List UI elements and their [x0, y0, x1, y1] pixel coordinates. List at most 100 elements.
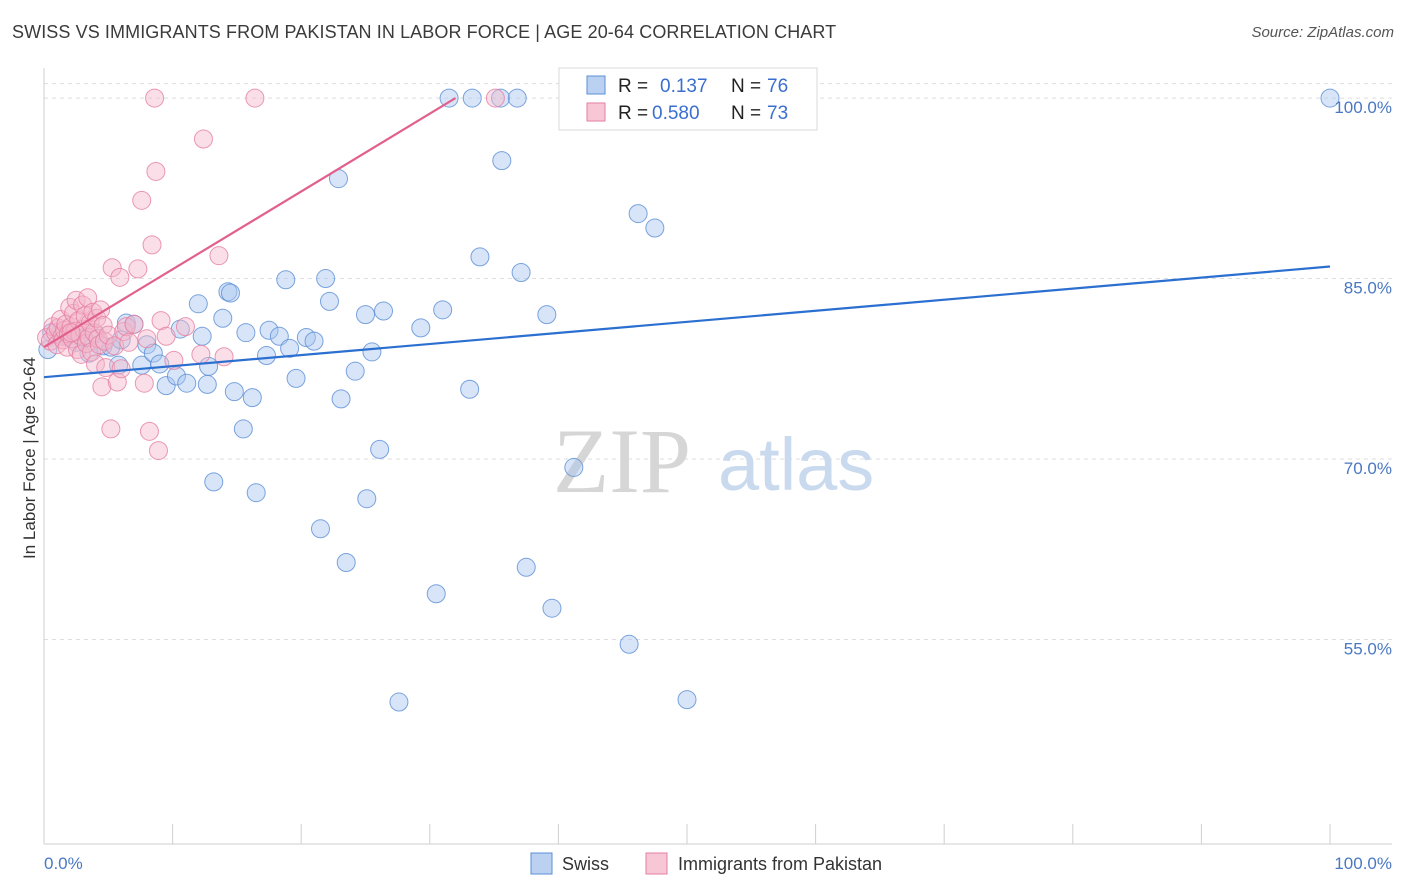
point-swiss-70 [619, 634, 639, 654]
point-swiss-73 [677, 690, 697, 710]
point-pakistan-58 [142, 235, 162, 255]
point-swiss-29 [224, 382, 244, 402]
point-pakistan-42 [98, 325, 118, 345]
point-pakistan-51 [119, 332, 139, 352]
point-swiss-71 [628, 204, 648, 224]
point-swiss-62 [491, 88, 511, 108]
point-pakistan-52 [124, 314, 144, 334]
source-label: Source: ZipAtlas.com [1251, 24, 1394, 41]
axes [43, 68, 1392, 845]
point-pakistan-55 [134, 373, 154, 393]
point-pakistan-59 [145, 88, 165, 108]
legend-r-value-swiss: 0.137 [660, 76, 708, 97]
point-swiss-18 [166, 366, 186, 386]
bottom-legend-swiss: Swiss [562, 854, 609, 874]
point-swiss-74 [1320, 88, 1340, 108]
point-pakistan-60 [146, 161, 166, 181]
bottom-legend: Swiss Immigrants from Pakistan [530, 852, 882, 875]
point-swiss-59 [460, 379, 480, 399]
legend-swatch-swiss [586, 75, 606, 95]
point-swiss-51 [362, 342, 382, 362]
point-swiss-23 [197, 374, 217, 394]
point-swiss-38 [280, 338, 300, 358]
point-pakistan-53 [128, 259, 148, 279]
point-swiss-64 [507, 88, 527, 108]
legend-swatch-pakistan [586, 102, 606, 122]
point-pakistan-68 [209, 246, 229, 266]
point-pakistan-56 [137, 329, 157, 349]
point-swiss-39 [286, 368, 306, 388]
point-pakistan-47 [110, 267, 130, 287]
legend-n-label-pakistan: N = [731, 103, 761, 124]
y-tick-labels: 55.0% 70.0% 85.0% 100.0% [1334, 98, 1392, 658]
point-swiss-61 [470, 247, 490, 267]
point-pakistan-18 [66, 290, 86, 310]
point-swiss-60 [462, 88, 482, 108]
point-swiss-44 [319, 291, 339, 311]
point-pakistan-49 [114, 321, 134, 341]
point-swiss-46 [331, 389, 351, 409]
point-swiss-43 [316, 269, 336, 289]
point-swiss-31 [236, 323, 256, 343]
grid [44, 83, 1392, 640]
trend-line-pakistan [43, 97, 457, 349]
point-swiss-66 [516, 557, 536, 577]
chart-title: SWISS VS IMMIGRANTS FROM PAKISTAN IN LAB… [12, 22, 837, 42]
point-swiss-21 [188, 294, 208, 314]
y-tick-label-2: 85.0% [1344, 279, 1392, 298]
point-pakistan-48 [111, 359, 131, 379]
point-swiss-17 [156, 376, 176, 396]
point-swiss-37 [276, 270, 296, 290]
point-swiss-50 [357, 489, 377, 509]
point-swiss-69 [564, 457, 584, 477]
point-swiss-65 [511, 263, 531, 283]
point-pakistan-67 [193, 129, 213, 149]
point-pakistan-65 [175, 317, 195, 337]
x-tick-labels: 0.0% 100.0% [44, 854, 1392, 873]
point-swiss-54 [389, 692, 409, 712]
point-swiss-41 [304, 331, 324, 351]
point-swiss-34 [256, 346, 276, 366]
x-tick-label-0: 0.0% [44, 854, 83, 873]
legend-r-label-pakistan: R = [618, 103, 648, 124]
y-tick-label-3: 100.0% [1334, 98, 1392, 117]
point-pakistan-40 [94, 331, 114, 351]
point-swiss-22 [192, 326, 212, 346]
point-pakistan-61 [148, 441, 168, 461]
point-swiss-15 [143, 343, 163, 363]
point-pakistan-70 [245, 88, 265, 108]
point-swiss-57 [433, 300, 453, 320]
bottom-legend-swatch-pakistan [645, 852, 668, 875]
point-pakistan-66 [191, 344, 211, 364]
trend-line-swiss [43, 265, 1331, 379]
point-pakistan-44 [102, 258, 122, 278]
y-tick-label-1: 70.0% [1344, 459, 1392, 478]
point-swiss-20 [177, 373, 197, 393]
point-pakistan-50 [116, 317, 136, 337]
watermark-zip: ZIP [553, 410, 691, 512]
point-pakistan-43 [101, 419, 121, 439]
y-axis-label: In Labor Force | Age 20-64 [20, 357, 39, 559]
watermark-atlas: atlas [718, 423, 874, 506]
point-swiss-72 [645, 218, 665, 238]
y-tick-label-0: 55.0% [1344, 639, 1392, 658]
point-pakistan-71 [485, 88, 505, 108]
trend-lines [43, 97, 1331, 379]
point-swiss-42 [310, 519, 330, 539]
bottom-legend-swatch-swiss [530, 852, 553, 875]
point-swiss-63 [492, 151, 512, 171]
point-swiss-28 [220, 283, 240, 303]
point-pakistan-63 [156, 326, 176, 346]
watermark: ZIP atlas [553, 410, 874, 512]
point-swiss-33 [246, 483, 266, 503]
point-swiss-25 [204, 472, 224, 492]
data-points [37, 88, 1340, 712]
point-swiss-32 [242, 388, 262, 408]
point-swiss-56 [426, 584, 446, 604]
point-swiss-49 [356, 305, 375, 325]
point-pakistan-54 [132, 190, 152, 210]
point-pakistan-38 [92, 377, 112, 397]
point-pakistan-27 [78, 288, 98, 308]
point-swiss-47 [336, 552, 356, 572]
